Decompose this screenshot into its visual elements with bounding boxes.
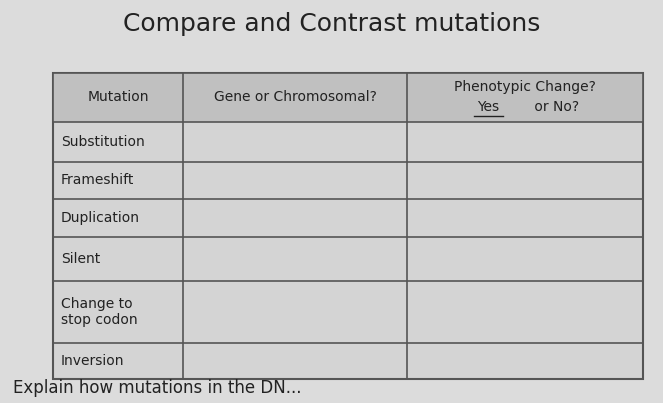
Text: Substitution: Substitution <box>61 135 145 149</box>
Text: Explain how mutations in the DN...: Explain how mutations in the DN... <box>13 379 302 397</box>
Text: Duplication: Duplication <box>61 211 140 225</box>
Text: Compare and Contrast mutations: Compare and Contrast mutations <box>123 12 540 36</box>
Text: Gene or Chromosomal?: Gene or Chromosomal? <box>213 90 377 104</box>
Text: Silent: Silent <box>61 252 100 266</box>
Text: Inversion: Inversion <box>61 354 125 368</box>
Text: or No?: or No? <box>530 100 579 114</box>
Text: Yes: Yes <box>477 100 500 114</box>
Text: Mutation: Mutation <box>88 90 149 104</box>
Text: Frameshift: Frameshift <box>61 173 135 187</box>
Text: Change to
stop codon: Change to stop codon <box>61 297 138 327</box>
Text: Phenotypic Change?: Phenotypic Change? <box>454 80 596 94</box>
